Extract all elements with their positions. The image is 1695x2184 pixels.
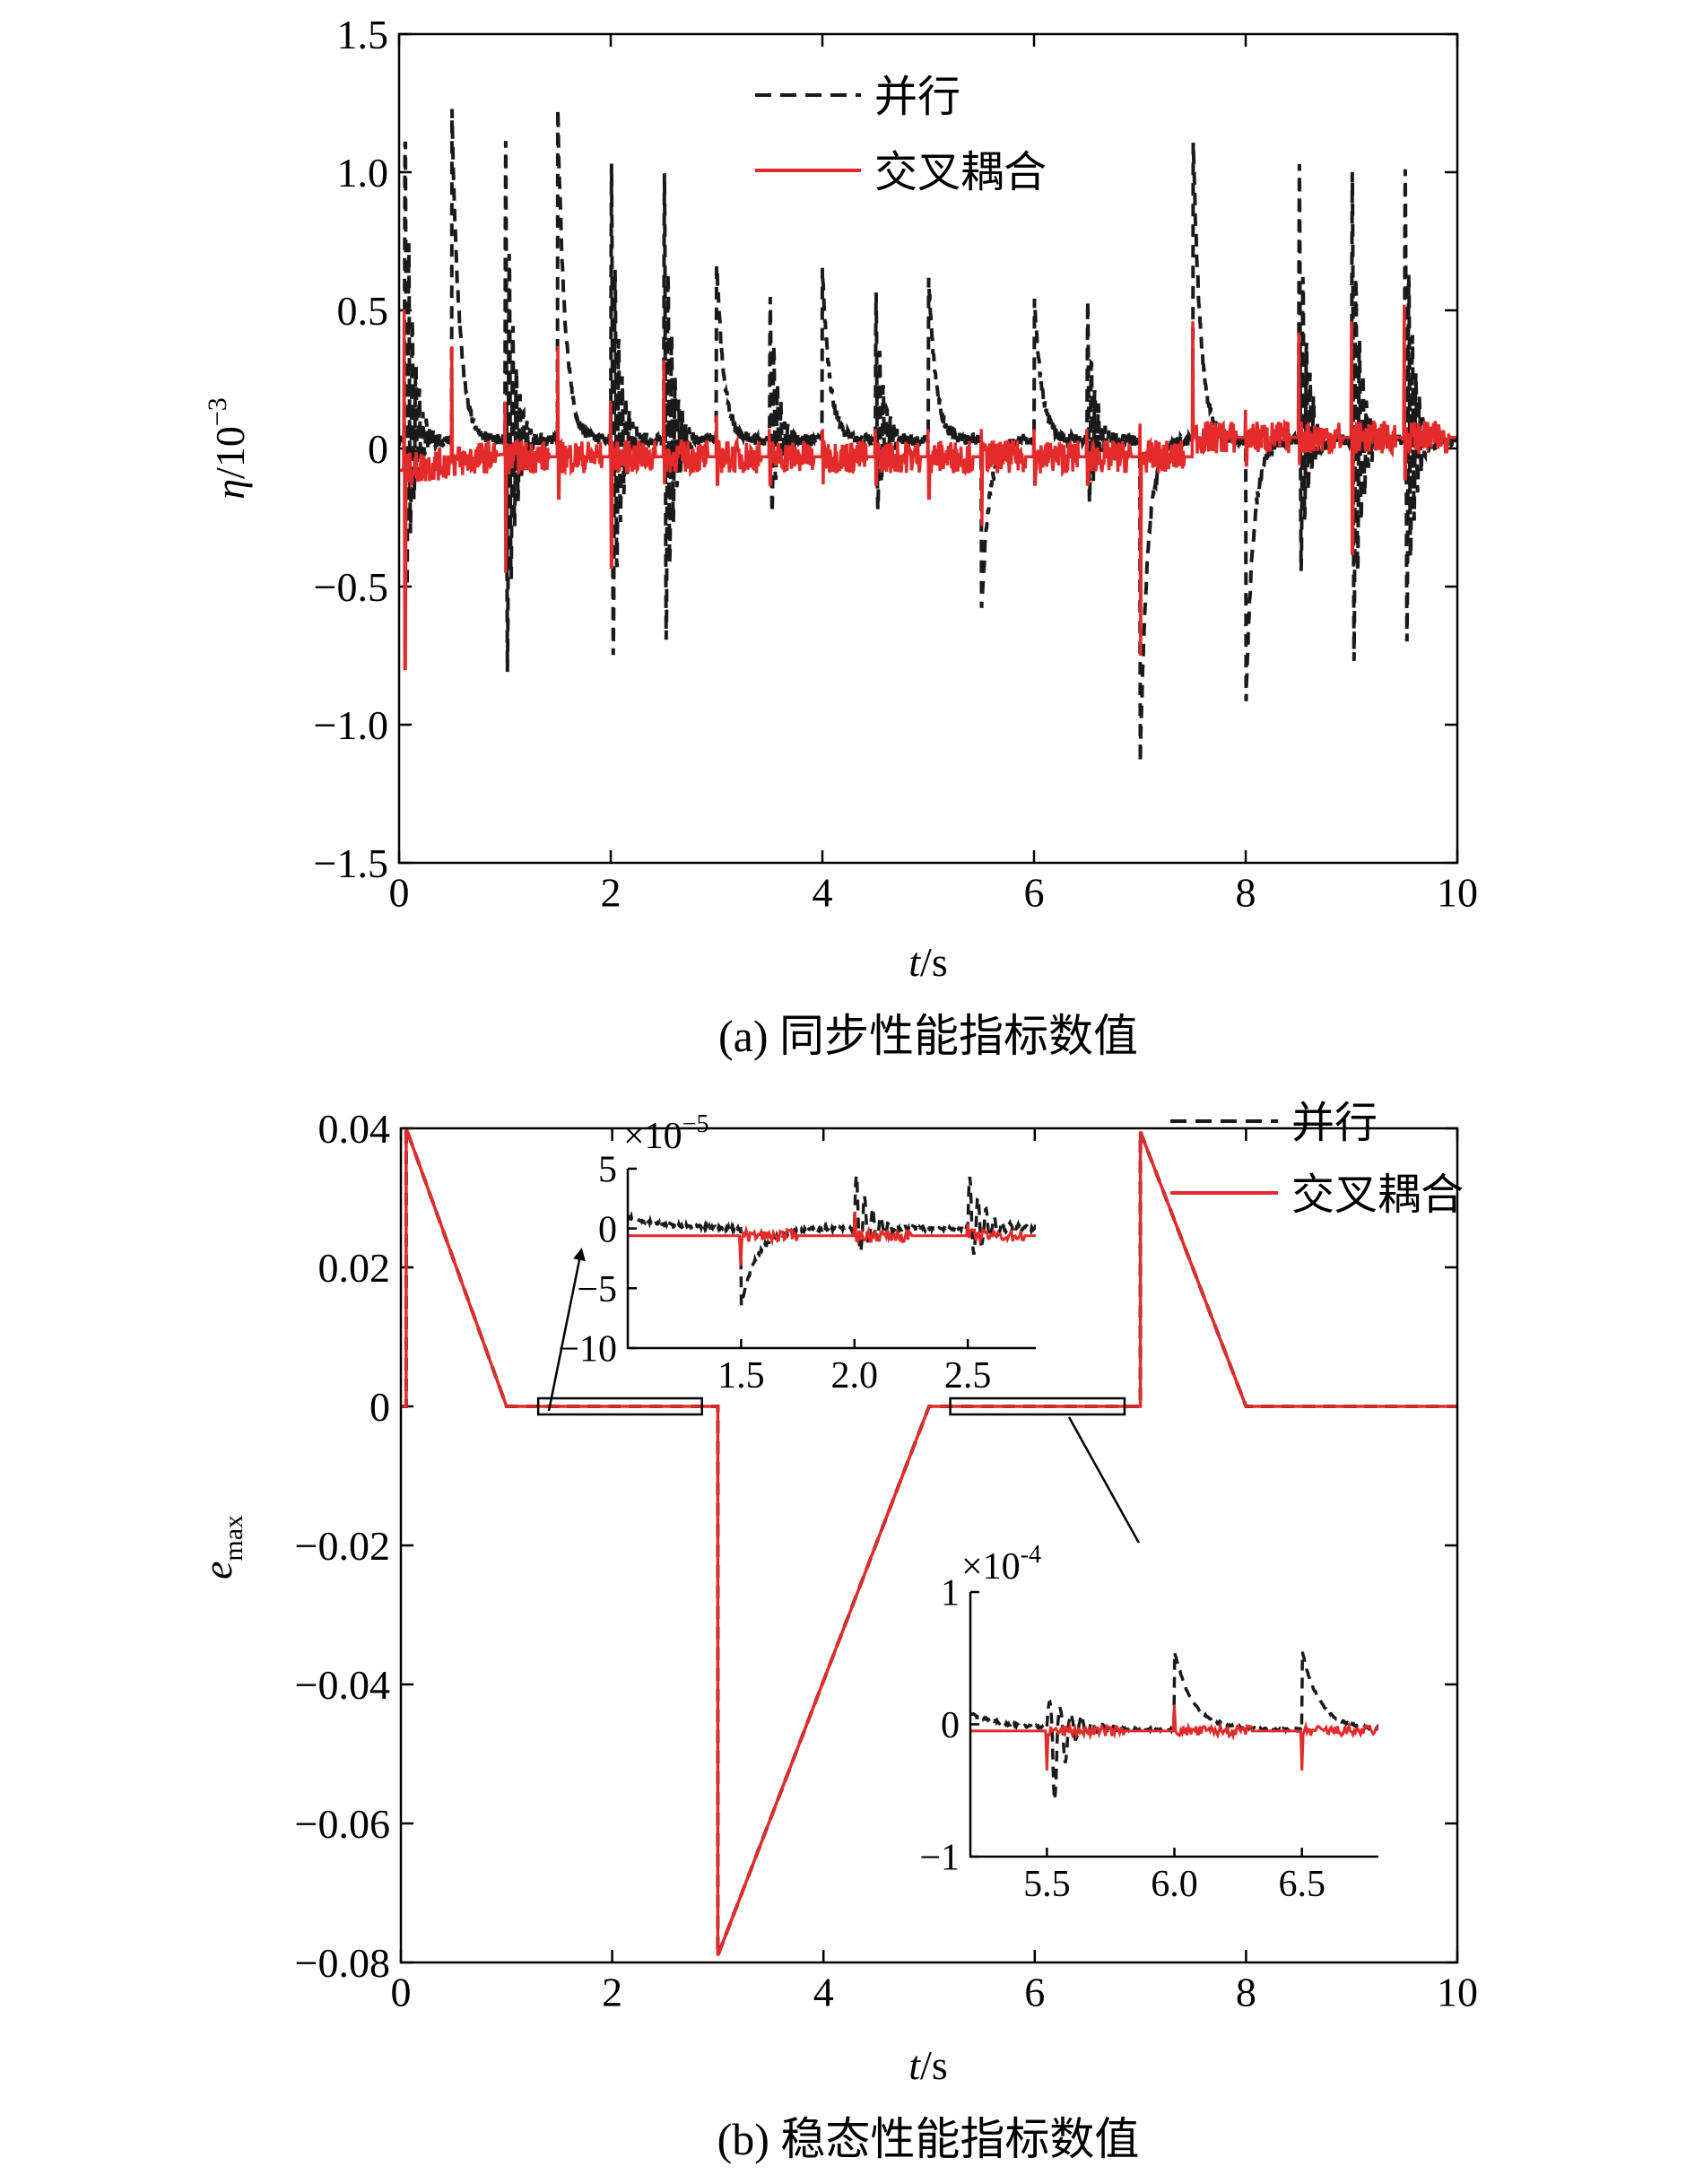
y-tick-label: −1.0 xyxy=(314,702,388,748)
y-tick-label: 0.04 xyxy=(318,1106,391,1152)
y-tick-label: −5 xyxy=(577,1269,617,1310)
inset-1-multiplier-base: ×10 xyxy=(623,1116,682,1157)
y-tick-label: −0.5 xyxy=(314,564,388,610)
inset-1-series-cross-coupled xyxy=(628,1211,1036,1266)
y-tick-label: 1 xyxy=(941,1573,960,1614)
y-tick-label: 0 xyxy=(941,1705,960,1746)
y-tick-label: 0.02 xyxy=(318,1245,391,1291)
inset-1-chart: 1.5 2.0 2.550−5−10 ×10−5 xyxy=(558,1110,1049,1397)
panel-b-x-var: t xyxy=(908,2042,921,2088)
panel-a-caption: (a) 同步性能指标数值 xyxy=(718,1011,1138,1061)
panel-a-x-var: t xyxy=(908,939,921,985)
y-tick-label: −0.02 xyxy=(295,1523,390,1569)
y-tick-label: 0 xyxy=(368,426,388,472)
panel-a-chart: 0 2 4 6 8 10 1.5 1.0 0.5 0 −0.5 −1.0 −1.5 η/10−3 t/s… xyxy=(203,12,1478,1061)
panel-a-y-axis-label: η/10−3 xyxy=(203,397,253,500)
y-tick-label: 1.0 xyxy=(337,150,389,196)
y-tick-label: 1.5 xyxy=(337,12,389,57)
x-tick-label: 10 xyxy=(1437,1969,1478,2014)
zoom-box-1 xyxy=(536,1397,703,1416)
y-tick-label: 0 xyxy=(369,1384,390,1430)
panel-a-x-unit: /s xyxy=(920,939,948,985)
panel-b-legend: 并行 交叉耦合 xyxy=(1170,1098,1464,1220)
inset-2-chart: 5.5 6.0 6.5 1 0 −1 ×10-4 xyxy=(897,1541,1399,1905)
inset-1-multiplier-exp: −5 xyxy=(682,1110,709,1138)
panel-a-axes-frame xyxy=(397,32,1459,865)
x-tick-label: 4 xyxy=(813,1969,834,2014)
series-line-cross-coupled xyxy=(399,304,1457,671)
panel-b-caption: (b) 稳态性能指标数值 xyxy=(717,2114,1140,2164)
inset-1-multiplier: ×10−5 xyxy=(623,1110,708,1157)
panel-b-x-unit: /s xyxy=(920,2042,948,2088)
panel-a-y-exp: −3 xyxy=(203,397,232,426)
panel-b-ticks: 0 2 4 6 8 100.040.020−0.02−0.04−0.06−0.08 xyxy=(295,1106,1478,2014)
y-tick-label: 0.5 xyxy=(337,288,389,334)
inset-2-ticks: 5.5 6.0 6.5 1 0 −1 xyxy=(919,1573,1326,1905)
inset-1-ticks: 1.5 2.0 2.5 5 0 −5 −10 xyxy=(558,1150,991,1397)
y-tick-label: −0.06 xyxy=(295,1801,390,1847)
y-tick-label: 5 xyxy=(598,1150,617,1191)
zoom-arrow-2 xyxy=(1067,1416,1152,1566)
panel-a-x-axis-label: t/s xyxy=(908,939,947,985)
panel-b-y-axis-label: emax xyxy=(195,1515,248,1579)
panel-a-series xyxy=(399,109,1457,762)
x-tick-label: 1.5 xyxy=(717,1355,765,1397)
x-tick-label: 6.0 xyxy=(1151,1864,1198,1905)
legend-label-cross-coupled: 交叉耦合 xyxy=(874,147,1047,197)
x-tick-label: 0 xyxy=(391,1969,412,2014)
panel-b-chart: 0 2 4 6 8 100.040.020−0.02−0.04−0.06−0.08 ema… xyxy=(195,1098,1478,2164)
x-tick-label: 6 xyxy=(1024,869,1045,915)
y-tick-label: −1.5 xyxy=(314,840,388,886)
y-tick-label: 0 xyxy=(598,1209,617,1250)
series-line-cross-coupled xyxy=(401,1128,1457,1956)
inset-1-axes xyxy=(626,1169,1036,1350)
y-tick-label: −0.08 xyxy=(295,1940,390,1986)
panel-b-series xyxy=(401,1128,1457,1957)
y-tick-label: −10 xyxy=(558,1329,617,1370)
panel-b-zoom-boxes xyxy=(536,1397,1126,1416)
x-tick-label: 8 xyxy=(1236,1969,1256,2014)
x-tick-label: 8 xyxy=(1236,869,1256,915)
y-tick-label: −1 xyxy=(919,1838,960,1879)
panel-a-y-var: η xyxy=(207,479,253,500)
x-tick-label: 2.5 xyxy=(944,1355,992,1397)
panel-b-y-sub: max xyxy=(219,1515,248,1562)
x-tick-label: 2 xyxy=(602,1969,622,2014)
panel-a-legend: 并行 交叉耦合 xyxy=(755,72,1047,197)
x-tick-label: 0 xyxy=(389,869,410,915)
inset-2-multiplier-exp: -4 xyxy=(1021,1541,1041,1569)
panel-b-x-axis-label: t/s xyxy=(908,2042,947,2088)
inset-2-series-cross-coupled xyxy=(970,1704,1378,1771)
y-tick-label: −0.04 xyxy=(295,1662,390,1708)
inset-2-multiplier-base: ×10 xyxy=(961,1546,1021,1588)
x-tick-label: 6 xyxy=(1024,1969,1045,2014)
panel-a-ticks: 0 2 4 6 8 10 1.5 1.0 0.5 0 −0.5 −1.0 −1.5 xyxy=(314,12,1478,915)
x-tick-label: 2.0 xyxy=(831,1355,879,1397)
x-tick-label: 4 xyxy=(813,869,833,915)
panel-a-y-unit: /10 xyxy=(207,426,253,479)
zoom-arrow-1 xyxy=(547,1248,586,1412)
panel-b-y-var: e xyxy=(195,1562,240,1579)
zoom-box-2 xyxy=(949,1397,1126,1416)
x-tick-label: 10 xyxy=(1437,869,1478,915)
legend-label-parallel: 并行 xyxy=(1291,1098,1378,1148)
x-tick-label: 6.5 xyxy=(1278,1864,1326,1905)
inset-2-series-parallel xyxy=(970,1651,1378,1800)
x-tick-label: 5.5 xyxy=(1023,1864,1071,1905)
inset-2-multiplier: ×10-4 xyxy=(961,1541,1041,1588)
x-tick-label: 2 xyxy=(601,869,622,915)
panel-b-axes-frame xyxy=(399,1127,1459,1964)
legend-label-cross-coupled: 交叉耦合 xyxy=(1291,1170,1464,1220)
inset-2-axes xyxy=(969,1592,1378,1858)
legend-label-parallel: 并行 xyxy=(874,72,960,122)
